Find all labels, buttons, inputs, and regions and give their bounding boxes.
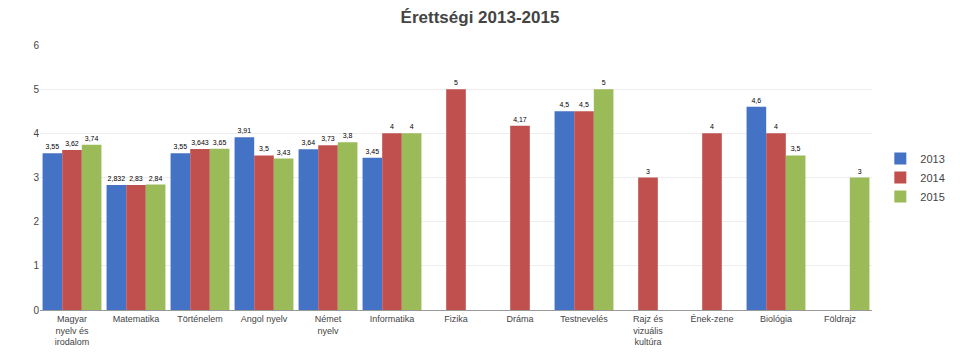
svg-text:2015: 2015 xyxy=(920,191,944,203)
svg-text:3: 3 xyxy=(858,168,862,175)
svg-text:5: 5 xyxy=(602,79,606,86)
svg-text:3,55: 3,55 xyxy=(174,143,188,150)
svg-text:3,5: 3,5 xyxy=(259,145,269,152)
svg-text:3,55: 3,55 xyxy=(46,143,60,150)
svg-text:2013: 2013 xyxy=(920,153,944,165)
svg-text:4: 4 xyxy=(774,123,778,130)
svg-text:3: 3 xyxy=(33,172,39,183)
svg-text:3,62: 3,62 xyxy=(65,140,79,147)
svg-text:4: 4 xyxy=(390,123,394,130)
svg-text:1: 1 xyxy=(33,260,39,271)
svg-text:4,5: 4,5 xyxy=(579,101,589,108)
svg-text:Rajz ésvizuáliskultúra: Rajz ésvizuáliskultúra xyxy=(633,314,664,347)
svg-text:Testnevelés: Testnevelés xyxy=(560,314,608,324)
svg-text:3,64: 3,64 xyxy=(302,139,316,146)
svg-text:2,832: 2,832 xyxy=(108,175,126,182)
svg-text:3: 3 xyxy=(646,168,650,175)
svg-text:0: 0 xyxy=(33,305,39,316)
svg-text:2014: 2014 xyxy=(920,172,944,184)
svg-text:Magyarnyelv ésirodalom: Magyarnyelv ésirodalom xyxy=(55,314,90,347)
svg-text:3,74: 3,74 xyxy=(85,135,99,142)
svg-text:4: 4 xyxy=(33,128,39,139)
svg-text:4,17: 4,17 xyxy=(513,116,527,123)
svg-text:6: 6 xyxy=(33,40,39,51)
svg-text:Informatika: Informatika xyxy=(370,314,415,324)
svg-text:Angol nyelv: Angol nyelv xyxy=(241,314,288,324)
svg-text:3,73: 3,73 xyxy=(321,135,335,142)
svg-text:Fizika: Fizika xyxy=(444,314,468,324)
svg-text:4: 4 xyxy=(410,123,414,130)
svg-text:Dráma: Dráma xyxy=(506,314,533,324)
svg-text:5: 5 xyxy=(33,84,39,95)
svg-text:3,8: 3,8 xyxy=(343,132,353,139)
svg-text:2,84: 2,84 xyxy=(149,175,163,182)
svg-text:Németnyelv: Németnyelv xyxy=(315,314,342,336)
svg-text:3,91: 3,91 xyxy=(238,127,252,134)
svg-text:2,83: 2,83 xyxy=(129,175,143,182)
svg-text:3,45: 3,45 xyxy=(366,148,380,155)
svg-text:3,643: 3,643 xyxy=(191,139,209,146)
svg-text:Érettségi 2013-2015: Érettségi 2013-2015 xyxy=(401,8,560,27)
svg-text:5: 5 xyxy=(454,79,458,86)
svg-text:4: 4 xyxy=(710,123,714,130)
svg-text:Történelem: Történelem xyxy=(177,314,223,324)
svg-text:4,5: 4,5 xyxy=(559,101,569,108)
svg-text:Ének-zene: Ének-zene xyxy=(690,314,733,324)
svg-text:Matematika: Matematika xyxy=(113,314,160,324)
svg-text:Biológia: Biológia xyxy=(760,314,792,324)
svg-text:Földrajz: Földrajz xyxy=(824,314,857,324)
svg-text:2: 2 xyxy=(33,216,39,227)
svg-text:3,5: 3,5 xyxy=(791,145,801,152)
svg-text:3,43: 3,43 xyxy=(277,149,291,156)
svg-text:3,65: 3,65 xyxy=(213,139,227,146)
svg-text:4,6: 4,6 xyxy=(751,97,761,104)
